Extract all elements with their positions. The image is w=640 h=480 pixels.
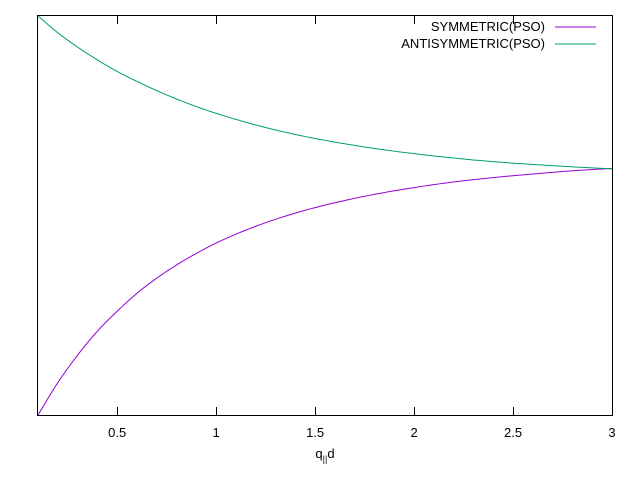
x-axis-label-suffix: d xyxy=(327,446,334,461)
legend-label: SYMMETRIC(PSO) xyxy=(431,19,545,34)
x-axis-ticks: 0.5 1 1.5 2 2.5 3 xyxy=(108,16,616,440)
plot-frame xyxy=(37,15,613,416)
legend-label: ANTISYMMETRIC(PSO) xyxy=(401,36,545,51)
series-layer xyxy=(37,15,613,416)
x-axis-label: q||d xyxy=(315,446,334,464)
x-axis-label-subscript: || xyxy=(323,454,328,464)
x-tick-label: 1.5 xyxy=(306,425,324,440)
x-tick-label: 0.5 xyxy=(108,425,126,440)
legend: SYMMETRIC(PSO) ANTISYMMETRIC(PSO) xyxy=(401,19,596,51)
x-tick-label: 2.5 xyxy=(504,425,522,440)
series-line-symmetric xyxy=(37,167,613,416)
x-tick-label: 2 xyxy=(410,425,417,440)
x-tick-label: 3 xyxy=(608,425,615,440)
series-line-antisymmetric xyxy=(37,15,613,170)
x-axis-label-main: q xyxy=(315,446,322,461)
x-tick-label: 1 xyxy=(213,425,220,440)
